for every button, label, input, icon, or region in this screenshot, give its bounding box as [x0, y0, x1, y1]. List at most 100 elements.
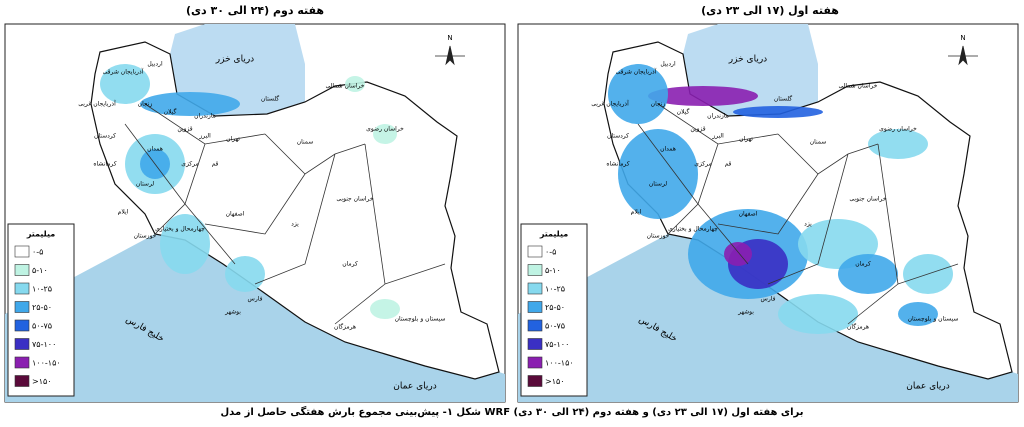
- legend-label: ۱۰۰-۱۵۰: [32, 359, 61, 368]
- rain-area: [648, 86, 758, 106]
- province-label: خوزستان: [134, 233, 157, 240]
- legend-label: >۱۵۰: [545, 377, 565, 386]
- persian-gulf: [518, 234, 1018, 402]
- province-label: قم: [212, 161, 219, 168]
- province-label: خراسان شمالی: [325, 83, 364, 90]
- rain-area: [868, 129, 928, 159]
- legend-label: ۱۰-۲۵: [545, 285, 565, 294]
- province-label: خوزستان: [647, 233, 670, 240]
- legend-swatch: [14, 319, 30, 332]
- legend-swatch: [14, 375, 30, 387]
- map-title: هفته اول (۱۷ الی ۲۳ دی): [701, 4, 839, 17]
- legend-swatch: [527, 264, 543, 276]
- north-arrow: [435, 45, 465, 66]
- legend-swatch: [527, 301, 543, 313]
- province-label: کردستان: [94, 133, 116, 140]
- map-title: هفته دوم (۲۴ الی ۳۰ دی): [186, 4, 324, 17]
- province-label: ایلام: [118, 209, 129, 216]
- province-label: بوشهر: [737, 309, 754, 316]
- province-label: گیلان: [164, 108, 177, 116]
- rain-area: [140, 92, 240, 116]
- province-label: زنجان: [651, 101, 666, 108]
- province-label: زنجان: [138, 101, 153, 108]
- legend-label: ۱۰۰-۱۵۰: [545, 359, 574, 368]
- province-label: خراسان شمالی: [838, 83, 877, 90]
- legend-swatch: [527, 282, 543, 295]
- rain-area: [345, 76, 365, 92]
- legend-label: ۲۵-۵۰: [32, 303, 52, 312]
- legend-label: ۵۰-۷۵: [32, 322, 52, 331]
- province-label: اصفهان: [739, 211, 758, 218]
- legend-swatch: [14, 356, 30, 369]
- legend-label: ۰-۵: [545, 248, 556, 257]
- province-label: اردبیل: [147, 61, 163, 68]
- sea-label: دریای عمان: [393, 382, 436, 392]
- legend-swatch: [527, 375, 543, 387]
- rain-area: [373, 124, 397, 144]
- province-label: کرمانشاه: [606, 161, 629, 168]
- legend-title: میلیمتر: [539, 230, 568, 239]
- province-label: آذربایجان شرقی: [616, 67, 657, 76]
- province-label: سمنان: [297, 139, 314, 146]
- province-borders: [637, 103, 959, 325]
- legend-swatch: [14, 264, 30, 276]
- legend-swatch: [527, 245, 543, 258]
- rain-area: [838, 254, 898, 294]
- sea-label: دریای عمان: [906, 382, 949, 392]
- legend-swatch: [14, 338, 30, 350]
- rain-area: [225, 256, 265, 292]
- rain-area: [618, 129, 698, 219]
- legend-swatch: [14, 245, 30, 258]
- legend-label: ۱۰-۲۵: [32, 285, 52, 294]
- province-label: چهارمحال و بختیاری: [668, 226, 718, 233]
- province-label: تهران: [226, 136, 240, 143]
- province-label: کرمان: [342, 261, 358, 268]
- province-label: آذربایجان غربی: [78, 99, 116, 108]
- province-label: اردبیل: [660, 61, 676, 68]
- province-label: خراسان جنوبی: [849, 196, 886, 203]
- province-label: خراسان جنوبی: [336, 196, 373, 203]
- province-borders: [124, 103, 446, 325]
- province-label: خراسان رضوی: [879, 126, 917, 133]
- rain-area: [160, 214, 210, 274]
- north-label: N: [447, 34, 452, 42]
- province-label: آذربایجان شرقی: [103, 67, 144, 76]
- province-label: سیستان و بلوچستان: [395, 316, 446, 323]
- province-label: ایلام: [631, 209, 642, 216]
- north-label: N: [960, 34, 965, 42]
- province-label: سیستان و بلوچستان: [908, 316, 959, 323]
- province-label: مرکزی: [694, 161, 711, 168]
- province-label: فارس: [761, 296, 776, 303]
- province-label: همدان: [147, 146, 163, 153]
- province-label: اصفهان: [226, 211, 245, 218]
- province-label: کرمانشاه: [93, 161, 116, 168]
- province-label: گلستان: [261, 95, 279, 103]
- legend-swatch: [527, 338, 543, 350]
- legend-label: >۱۵۰: [32, 377, 52, 386]
- legend-swatch: [14, 282, 30, 295]
- caption: شکل ۱- پیش‌بینی مجموع بارش هفتگی حاصل از…: [221, 405, 804, 418]
- legend-swatch: [527, 319, 543, 332]
- legend-label: ۵-۱۰: [545, 266, 561, 275]
- province-label: یزد: [804, 221, 812, 228]
- province-label: بوشهر: [224, 309, 241, 316]
- rain-area: [778, 294, 858, 334]
- legend-label: ۵۰-۷۵: [545, 322, 565, 331]
- province-label: سمنان: [810, 139, 827, 146]
- rain-area: [100, 64, 150, 104]
- province-label: گلستان: [774, 95, 792, 103]
- province-label: قزوین: [177, 126, 192, 133]
- province-label: همدان: [660, 146, 676, 153]
- province-label: البرز: [198, 133, 211, 140]
- province-label: گیلان: [677, 108, 690, 116]
- province-label: کردستان: [607, 133, 629, 140]
- legend-label: ۲۵-۵۰: [545, 303, 565, 312]
- province-label: یزد: [291, 221, 299, 228]
- province-label: قم: [725, 161, 732, 168]
- province-label: خراسان رضوی: [366, 126, 404, 133]
- province-label: قزوین: [690, 126, 705, 133]
- province-label: آذربایجان غربی: [591, 99, 629, 108]
- province-label: البرز: [711, 133, 724, 140]
